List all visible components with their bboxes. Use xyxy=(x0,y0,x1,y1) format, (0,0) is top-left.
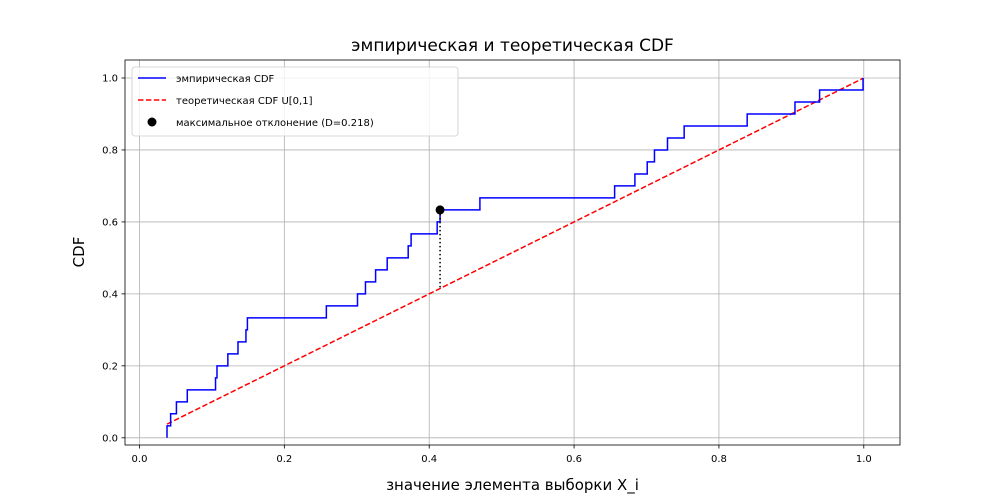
y-tick-label: 0.2 xyxy=(102,361,118,372)
y-axis: 0.0 0.2 0.4 0.6 0.8 1.0 xyxy=(102,73,125,444)
y-tick-label: 0.8 xyxy=(102,145,118,156)
chart-title: эмпирическая и теоретическая CDF xyxy=(351,36,674,56)
legend-box xyxy=(131,66,459,137)
y-axis-label: CDF xyxy=(70,237,88,268)
theoretical-cdf-line xyxy=(166,77,864,425)
legend-label-theoretical: теоретическая CDF U[0,1] xyxy=(176,96,313,107)
legend: эмпирическая CDF теоретическая CDF U[0,1… xyxy=(131,66,459,137)
x-tick-label: 1.0 xyxy=(856,454,872,465)
legend-label-max-deviation: максимальное отклонение (D=0.218) xyxy=(176,118,374,129)
empirical-cdf-line xyxy=(166,77,864,438)
x-axis-label: значение элемента выборки X_i xyxy=(386,476,639,495)
legend-swatch-max-deviation xyxy=(147,117,157,127)
x-axis: 0.0 0.2 0.4 0.6 0.8 1.0 xyxy=(132,445,872,465)
x-tick-label: 0.0 xyxy=(132,454,148,465)
y-tick-label: 0.6 xyxy=(102,217,118,228)
y-tick-label: 0.4 xyxy=(102,289,118,300)
plot-area xyxy=(166,77,864,438)
x-tick-label: 0.6 xyxy=(566,454,582,465)
axes-frame xyxy=(124,59,901,446)
x-tick-label: 0.8 xyxy=(711,454,727,465)
max-deviation-point xyxy=(435,205,445,215)
y-tick-label: 0.0 xyxy=(102,433,118,444)
x-tick-label: 0.4 xyxy=(421,454,437,465)
legend-label-empirical: эмпирическая CDF xyxy=(176,74,275,85)
y-tick-label: 1.0 xyxy=(102,73,118,84)
x-tick-label: 0.2 xyxy=(276,454,292,465)
